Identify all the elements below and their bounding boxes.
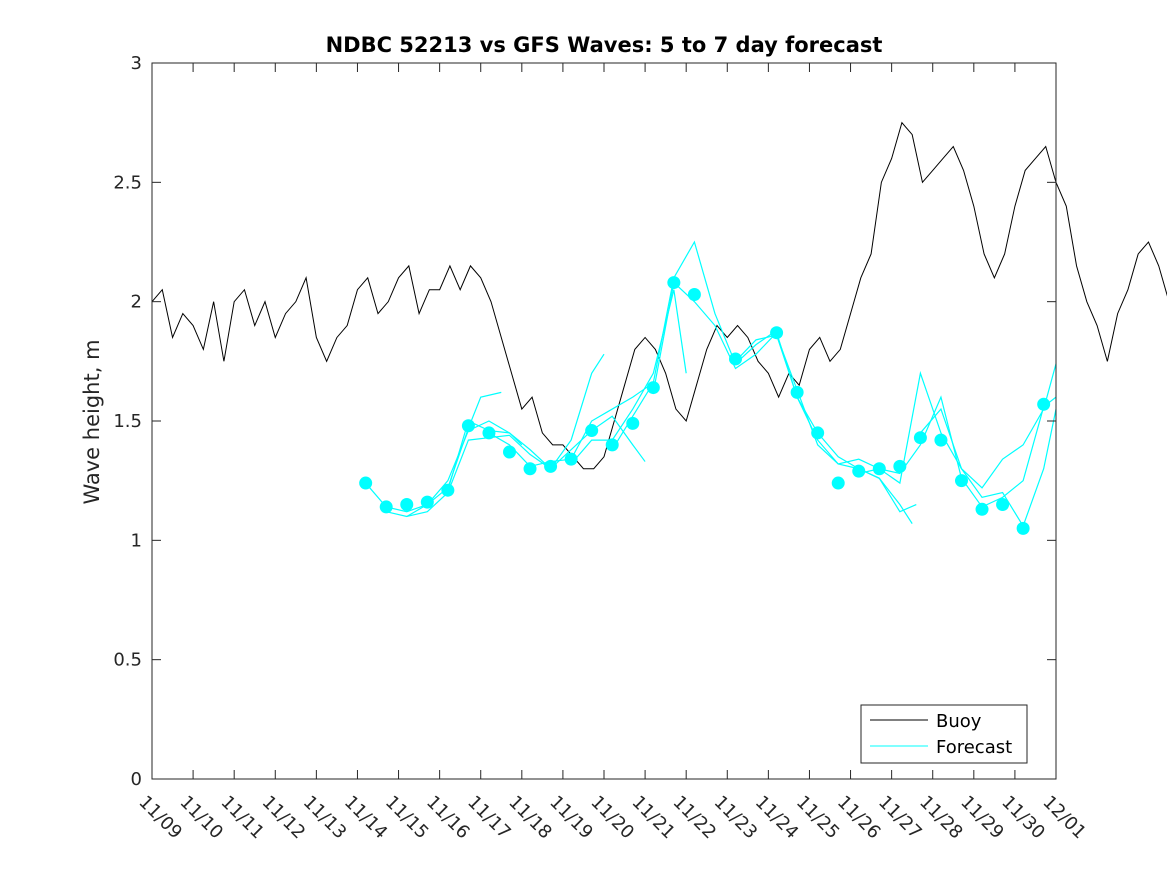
forecast-marker-3: [400, 498, 414, 512]
forecast-marker-23: [852, 464, 866, 478]
forecast-line-6: [570, 289, 687, 465]
x-tick-label: 11/20: [586, 792, 638, 844]
x-tick-label: 11/28: [915, 792, 967, 844]
forecast-marker-1: [359, 476, 373, 490]
forecast-marker-13: [605, 438, 619, 452]
forecast-marker-6: [461, 419, 475, 433]
forecast-marker-22: [831, 476, 845, 490]
x-tick-label: 11/24: [751, 792, 803, 844]
x-tick-label: 11/11: [217, 792, 269, 844]
forecast-marker-28: [954, 474, 968, 488]
forecast-line-9: [735, 334, 917, 513]
forecast-marker-18: [728, 352, 742, 366]
forecast-line-12: [919, 407, 1057, 528]
forecast-marker-21: [811, 426, 825, 440]
x-tick-label: 11/10: [176, 792, 228, 844]
forecast-marker-15: [646, 381, 660, 395]
forecast-marker-32: [1037, 397, 1051, 411]
y-tick-label: 1.5: [113, 411, 142, 432]
forecast-marker-5: [441, 483, 455, 497]
forecast-marker-12: [585, 424, 599, 438]
x-tick-label: 11/14: [340, 792, 392, 844]
x-tick-label: 11/12: [258, 792, 310, 844]
y-tick-label: 1: [131, 530, 142, 551]
forecast-line-10: [776, 334, 1057, 489]
x-tick-label: 11/17: [463, 792, 515, 844]
forecast-marker-17: [687, 288, 701, 302]
legend-forecast-label: Forecast: [936, 737, 1012, 758]
plot-background: [152, 63, 1056, 779]
legend-buoy-label: Buoy: [936, 711, 982, 732]
forecast-marker-7: [482, 426, 496, 440]
x-tick-label: 11/26: [833, 792, 885, 844]
x-tick-label: 11/18: [504, 792, 556, 844]
x-tick-label: 11/27: [874, 792, 926, 844]
y-tick-label: 3: [131, 53, 142, 74]
forecast-marker-9: [523, 462, 537, 476]
x-tick-label: 11/29: [956, 792, 1008, 844]
forecast-marker-11: [564, 452, 578, 466]
x-tick-label: 11/13: [299, 792, 351, 844]
x-tick-label: 11/23: [710, 792, 762, 844]
plot-area: [151, 62, 1167, 780]
x-tick-label: 11/09: [134, 792, 186, 844]
forecast-marker-27: [934, 433, 948, 447]
legend-box: [860, 704, 1028, 764]
forecast-marker-19: [770, 326, 784, 340]
x-tick-label: 11/15: [381, 792, 433, 844]
forecast-marker-2: [379, 500, 393, 514]
forecast-marker-24: [872, 462, 886, 476]
forecast-marker-8: [502, 445, 516, 459]
x-tick-label: 11/22: [669, 792, 721, 844]
y-tick-label: 0.5: [113, 650, 142, 671]
forecast-marker-4: [420, 495, 434, 509]
y-tick-label: 2: [131, 292, 142, 313]
forecast-marker-20: [790, 385, 804, 399]
x-tick-label: 11/19: [545, 792, 597, 844]
forecast-marker-25: [893, 459, 907, 473]
forecast-line-7: [611, 240, 777, 450]
forecast-marker-26: [913, 431, 927, 445]
forecast-marker-29: [975, 502, 989, 516]
y-tick-label: 0: [131, 769, 142, 790]
x-tick-label: 11/30: [997, 792, 1049, 844]
buoy-series-line: [151, 121, 1167, 470]
x-tick-label: 12/01: [1038, 792, 1090, 844]
forecast-marker-30: [996, 498, 1010, 512]
chart-title: NDBC 52213 vs GFS Waves: 5 to 7 day fore…: [326, 33, 883, 57]
x-tick-label: 11/16: [422, 792, 474, 844]
forecast-marker-10: [544, 459, 558, 473]
legend: Buoy Forecast: [860, 704, 1028, 764]
forecast-marker-31: [1016, 521, 1030, 535]
forecast-marker-16: [667, 276, 681, 290]
y-axis-label: Wave height, m: [80, 339, 104, 504]
x-tick-label: 11/25: [792, 792, 844, 844]
forecast-marker-14: [626, 416, 640, 430]
y-tick-label: 2.5: [113, 172, 142, 193]
forecast-line-3: [406, 353, 605, 518]
x-tick-label: 11/21: [628, 792, 680, 844]
